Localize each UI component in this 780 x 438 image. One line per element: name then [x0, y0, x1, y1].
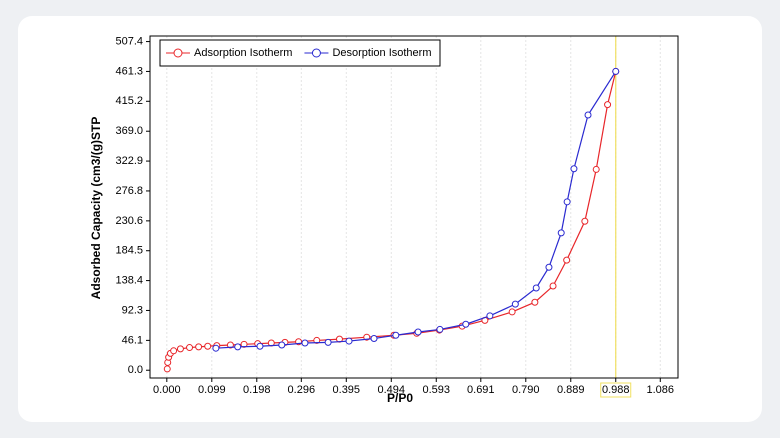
data-point [508, 308, 516, 316]
legend-label: Adsorption Isotherm [194, 47, 292, 59]
plot-border [149, 35, 679, 379]
x-axis-label: P/P0 [387, 391, 413, 405]
data-point [486, 312, 494, 320]
data-point [176, 345, 184, 353]
data-point [584, 111, 592, 119]
data-point [414, 328, 422, 336]
x-tick-label: 1.086 [647, 384, 675, 396]
data-point [163, 365, 171, 373]
data-point [345, 337, 353, 345]
x-tick-label: 0.000 [153, 384, 181, 396]
data-point [612, 67, 620, 75]
data-point [436, 325, 444, 333]
x-tick-label: 0.198 [243, 384, 271, 396]
y-tick-label: 46.1 [122, 334, 143, 346]
data-point [557, 229, 565, 237]
data-point [511, 300, 519, 308]
data-point [204, 342, 212, 350]
y-tick-label: 0.0 [128, 364, 143, 376]
series-line [215, 71, 617, 349]
data-point [462, 320, 470, 328]
y-tick-label: 461.3 [115, 65, 143, 77]
x-tick-label: 0.889 [557, 384, 585, 396]
data-point [370, 334, 378, 342]
y-tick-label: 415.2 [115, 95, 143, 107]
legend-marker [173, 48, 183, 58]
data-point [563, 256, 571, 264]
legend-marker [311, 48, 321, 58]
data-point [592, 165, 600, 173]
x-tick-label: 0.593 [422, 384, 450, 396]
data-point [234, 343, 242, 351]
data-point [545, 263, 553, 271]
y-tick-label: 138.4 [115, 274, 143, 286]
x-tick-label: 0.395 [333, 384, 361, 396]
data-point [212, 344, 220, 352]
legend-label: Desorption Isotherm [332, 47, 431, 59]
y-tick-label: 230.6 [115, 215, 143, 227]
x-tick-label: 0.691 [467, 384, 495, 396]
data-point [604, 101, 612, 109]
data-point [226, 341, 234, 349]
y-axis-label: Adsorbed Capacity (cm3/(g)STP [89, 117, 103, 300]
y-tick-label: 92.3 [122, 304, 143, 316]
y-tick-label: 184.5 [115, 245, 143, 257]
x-tick-label: 0.988 [602, 384, 630, 396]
card [18, 16, 762, 422]
data-point [195, 343, 203, 351]
y-tick-label: 507.4 [115, 35, 143, 47]
y-tick-label: 322.9 [115, 155, 143, 167]
y-tick-label: 276.8 [115, 185, 143, 197]
data-point [278, 341, 286, 349]
x-tick-label: 0.099 [198, 384, 226, 396]
x-tick-label: 0.296 [288, 384, 316, 396]
data-point [570, 165, 578, 173]
data-point [531, 298, 539, 306]
data-point [532, 284, 540, 292]
data-point [324, 338, 332, 346]
y-tick-label: 369.0 [115, 125, 143, 137]
data-point [301, 339, 309, 347]
data-point [392, 331, 400, 339]
x-tick-highlight [600, 382, 632, 398]
x-tick-label: 0.790 [512, 384, 540, 396]
data-point [563, 198, 571, 206]
data-point [581, 217, 589, 225]
data-point [256, 342, 264, 350]
x-tick-label: 0.494 [378, 384, 406, 396]
data-point [549, 282, 557, 290]
data-point [313, 336, 321, 344]
data-point [170, 347, 178, 355]
data-point [186, 344, 194, 352]
legend-box [159, 39, 441, 67]
